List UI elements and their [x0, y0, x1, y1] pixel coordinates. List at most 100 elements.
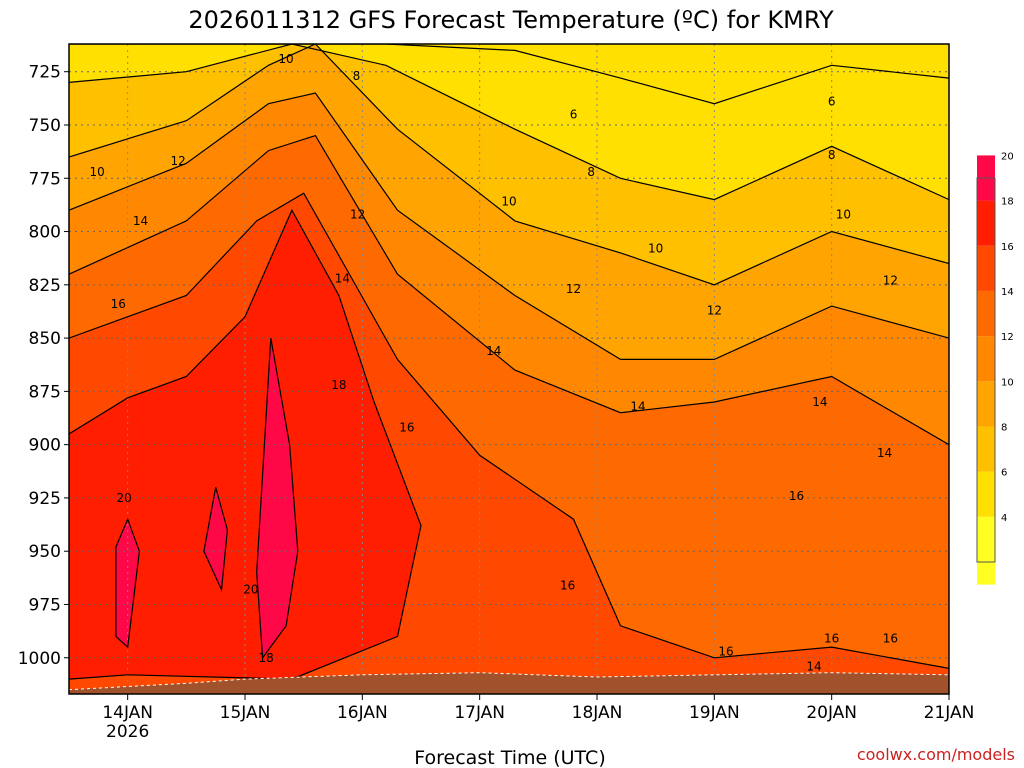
x-tick-label: 14JAN: [102, 703, 153, 723]
isotherm-8: [69, 44, 949, 201]
colorbar-label: 6: [1001, 468, 1007, 479]
contour-label: 16: [718, 644, 733, 658]
x-tick-sublabel: 2026: [106, 722, 149, 742]
contour-label: 16: [560, 578, 575, 592]
contour-label: 14: [806, 659, 821, 673]
x-tick-label: 17JAN: [454, 703, 505, 723]
x-tick-label: 21JAN: [924, 703, 975, 723]
colorbar-swatch: [977, 426, 995, 472]
isotherm-6: [69, 44, 949, 105]
isotherm-20: [256, 337, 299, 660]
contour-label: 14: [133, 214, 148, 228]
colorbar-swatch: [977, 516, 995, 585]
contour-label: 12: [170, 154, 185, 168]
colorbar-frame: [976, 177, 996, 563]
contour-label: 14: [812, 395, 827, 409]
contour-label: 16: [111, 297, 126, 311]
x-tick-label: 16JAN: [337, 703, 388, 723]
isotherm-20: [203, 487, 229, 592]
colorbar-label: 10: [1001, 377, 1014, 388]
contour-labels: 1012141620108121418201816681010121414161…: [90, 52, 898, 673]
colorbar-label: 8: [1001, 422, 1007, 433]
y-tick-label: 850: [29, 329, 61, 349]
contour-label: 10: [648, 242, 663, 256]
contour-label: 8: [828, 148, 836, 162]
y-tick-label: 975: [29, 595, 61, 615]
y-tick-label: 950: [29, 542, 61, 562]
colorbar-swatch: [977, 471, 995, 517]
contour-label: 18: [258, 651, 273, 665]
watermark: coolwx.com/models: [857, 745, 1015, 764]
contour-label: 12: [707, 303, 722, 317]
contour-label: 12: [566, 282, 581, 296]
colorbar-swatch: [977, 336, 995, 382]
contour-label: 16: [824, 632, 839, 646]
isotherm-18: [69, 208, 422, 680]
x-tick-label: 18JAN: [572, 703, 623, 723]
isotherm-10: [69, 44, 949, 286]
colorbar-label: 18: [1001, 197, 1014, 208]
grid-lines: [69, 44, 949, 694]
x-tick-label: 15JAN: [220, 703, 271, 723]
x-tick-label: 19JAN: [689, 703, 740, 723]
contour-label: 6: [828, 95, 836, 109]
colorbar-swatch: [977, 245, 995, 291]
contour-label: 16: [789, 489, 804, 503]
y-axis: 725 750 775 800 825 850 875 900 925 950 975 1000: [18, 63, 69, 669]
contour-label: 20: [243, 583, 258, 597]
plot-frame: [68, 43, 950, 695]
x-tick-label: 20JAN: [806, 703, 857, 723]
y-tick-label: 725: [29, 63, 61, 83]
band-fill-20: [115, 519, 140, 648]
contour-label: 18: [331, 378, 346, 392]
colorbar-label: 20: [1001, 151, 1014, 162]
y-tick-label: 875: [29, 382, 61, 402]
contour-label: 8: [587, 165, 595, 179]
y-tick-label: 1000: [18, 649, 61, 669]
isotherm-16: [69, 192, 949, 669]
y-tick-label: 900: [29, 436, 61, 456]
contour-label: 14: [335, 271, 350, 285]
contour-label: 20: [117, 491, 132, 505]
y-tick-label: 825: [29, 276, 61, 296]
band-fill-18: [69, 210, 421, 680]
plot-area: 1012141620108121418201816681010121414161…: [69, 44, 949, 694]
contour-label: 12: [350, 207, 365, 221]
contour-label: 8: [353, 69, 361, 83]
y-tick-label: 925: [29, 489, 61, 509]
contour-label: 12: [883, 274, 898, 288]
y-tick-label: 750: [29, 116, 61, 136]
y-tick-label: 775: [29, 169, 61, 189]
y-tick-label: 800: [29, 223, 61, 243]
isotherm-14: [69, 134, 949, 446]
colorbar-label: 12: [1001, 332, 1014, 343]
band-fill-20: [256, 338, 298, 658]
band-fill-20: [203, 487, 228, 590]
contour-label: 16: [399, 421, 414, 435]
isotherm-contours: [69, 44, 949, 680]
chart-title: 2026011312 GFS Forecast Temperature (ºC)…: [188, 6, 834, 34]
isotherm-12: [69, 92, 949, 360]
colorbar-swatch: [977, 290, 995, 337]
contour-label: 16: [883, 632, 898, 646]
colorbar: 4 6 8 10 12 14 16 18 20: [976, 151, 1014, 585]
contour-label: 10: [90, 165, 105, 179]
terrain-fill: [69, 672, 949, 694]
contour-label: 14: [630, 399, 645, 413]
colorbar-swatch: [977, 381, 995, 427]
contour-label: 10: [501, 195, 516, 209]
x-axis-title: Forecast Time (UTC): [414, 747, 605, 768]
contour-label: 14: [877, 446, 892, 460]
isotherm-20: [115, 517, 141, 649]
terrain: [69, 672, 949, 694]
contour-label: 14: [486, 344, 501, 358]
contour-label: 10: [278, 52, 293, 66]
colorbar-label: 16: [1001, 242, 1014, 253]
contour-label: 6: [570, 107, 578, 121]
colorbar-label: 14: [1001, 287, 1014, 298]
colorbar-swatch: [977, 200, 995, 246]
contour-label: 10: [836, 207, 851, 221]
temperature-bands: [69, 44, 949, 694]
